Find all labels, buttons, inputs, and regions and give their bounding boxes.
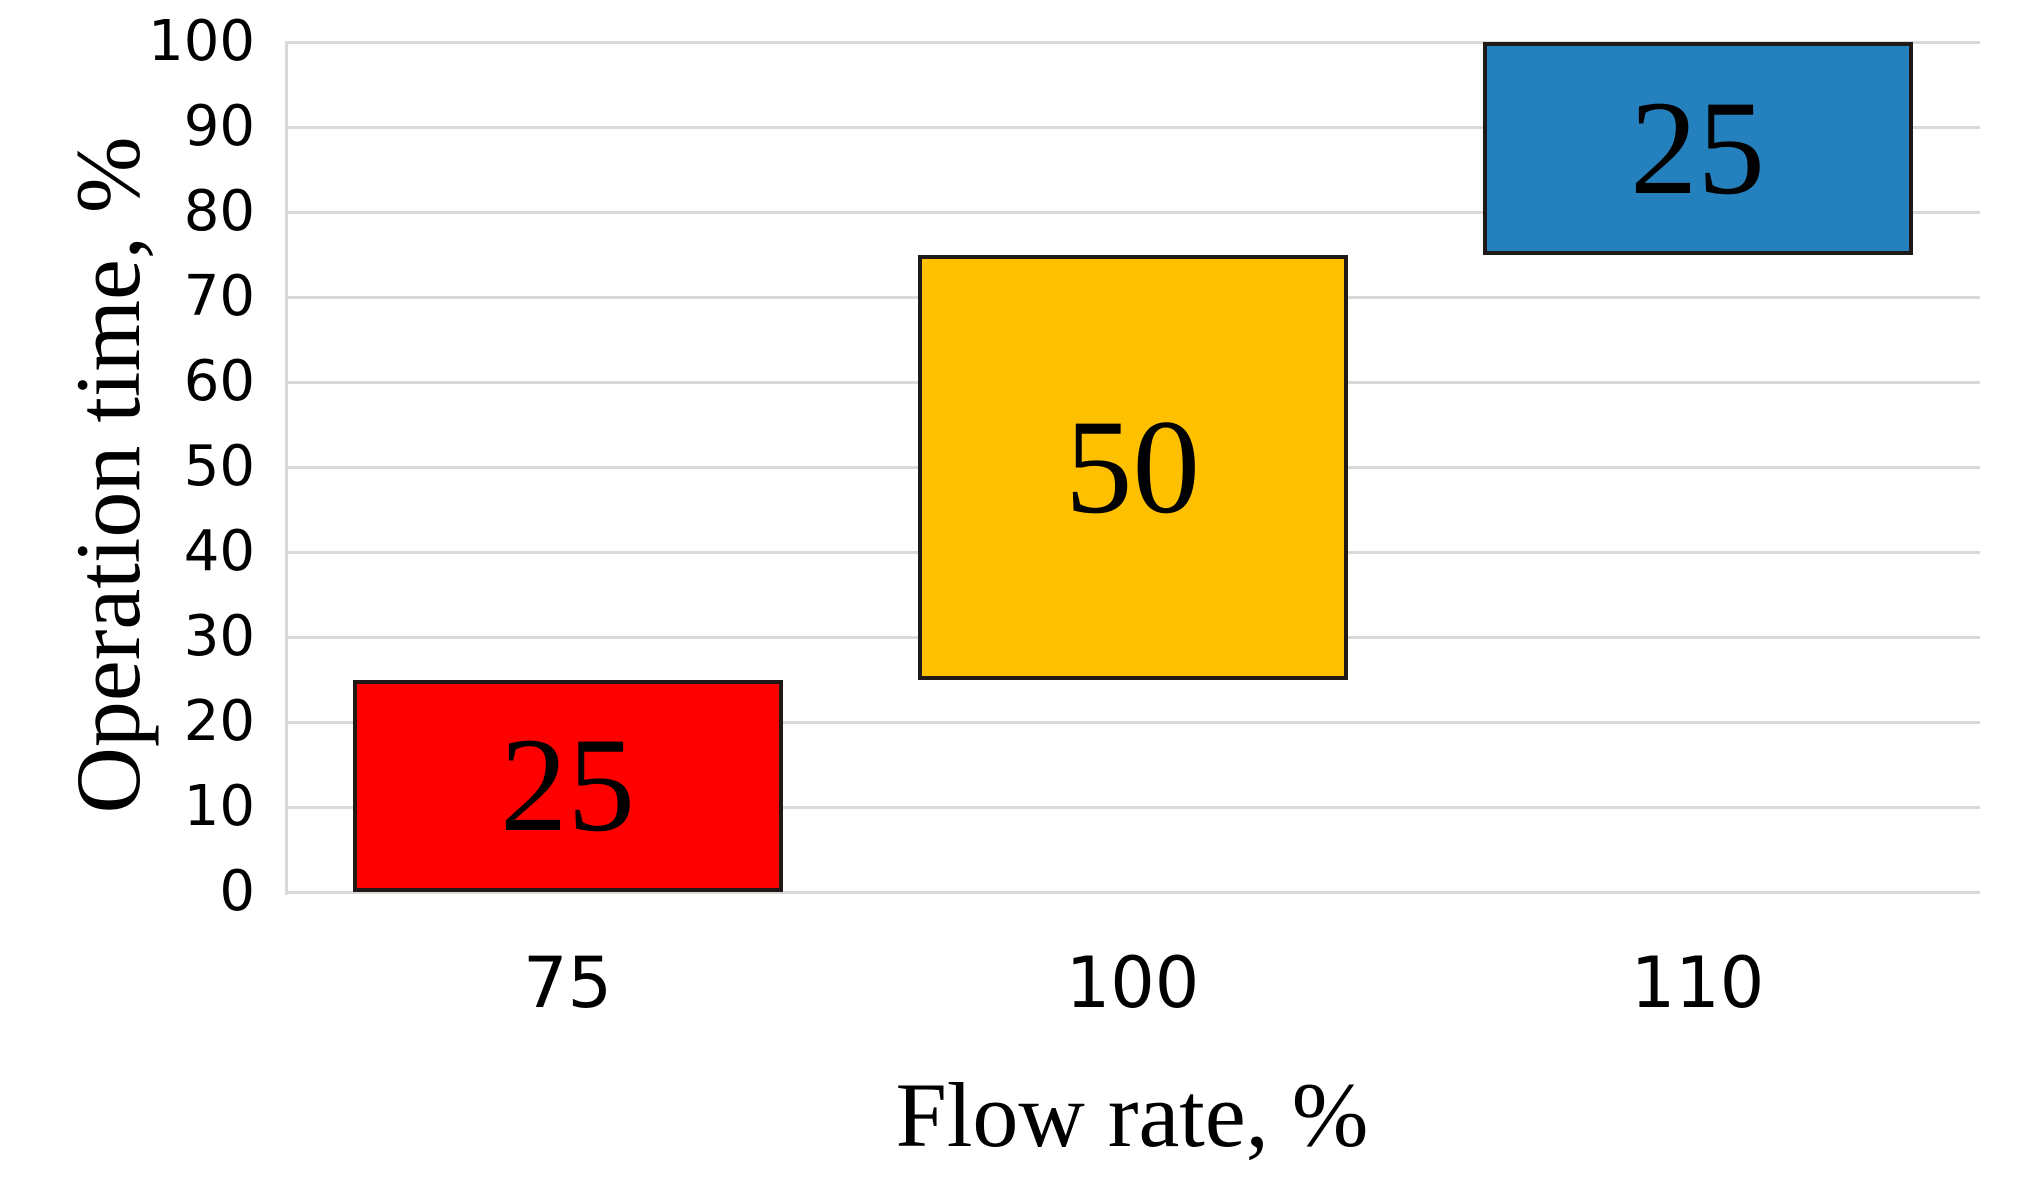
x-axis-title: Flow rate, % [895,1064,1369,1166]
gridline-y-20 [285,720,1980,724]
gridline-y-0 [285,890,1980,894]
bar-value-label-100: 50 [1065,392,1200,542]
gridline-y-10 [285,805,1980,809]
y-tick-label-20: 20 [183,689,255,754]
y-tick-label-70: 70 [183,264,255,329]
y-tick-label-30: 30 [183,604,255,669]
bar-100: 50 [917,254,1348,680]
y-tick-label-50: 50 [183,434,255,499]
y-tick-label-40: 40 [183,519,255,584]
gridline-y-90 [285,125,1980,129]
x-tick-label-110: 110 [1630,942,1765,1024]
y-tick-label-80: 80 [183,179,255,244]
y-tick-label-100: 100 [148,9,255,74]
y-tick-label-90: 90 [183,94,255,159]
gridline-y-80 [285,210,1980,214]
y-tick-label-10: 10 [183,774,255,839]
bar-value-label-110: 25 [1630,73,1765,223]
x-tick-label-75: 75 [522,942,613,1024]
bar-110: 25 [1482,42,1913,255]
y-tick-label-60: 60 [183,349,255,414]
gridline-y-100 [285,40,1980,44]
x-tick-label-100: 100 [1065,942,1200,1024]
y-axis-line [285,42,288,895]
bar-value-label-75: 25 [500,711,635,861]
y-tick-label-0: 0 [219,859,255,924]
bar-75: 25 [352,679,783,892]
